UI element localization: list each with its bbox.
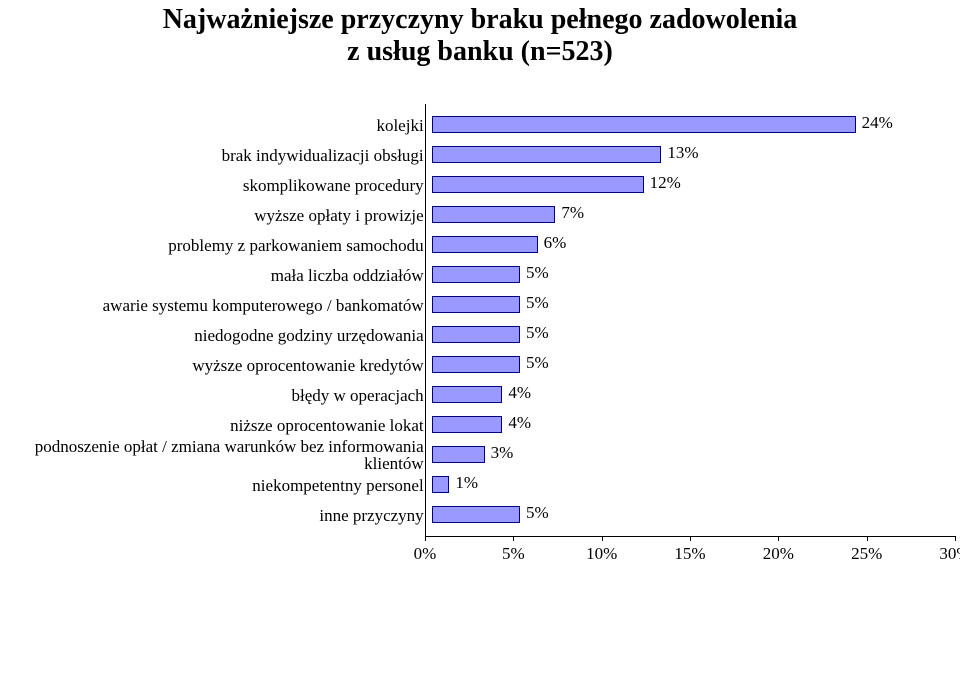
plot-area: 1% <box>432 470 960 500</box>
chart-row: niedogodne godziny urzędowania 5% <box>0 320 960 350</box>
bar <box>432 296 520 313</box>
value-label: 12% <box>650 174 681 191</box>
value-label: 4% <box>508 384 531 401</box>
value-label: 1% <box>455 474 478 491</box>
value-label: 5% <box>526 354 549 371</box>
x-tick <box>602 536 603 541</box>
x-tick-label: 25% <box>851 544 882 564</box>
bar <box>432 386 503 403</box>
chart-row: wyższe opłaty i prowizje 7% <box>0 200 960 230</box>
category-label: problemy z parkowaniem samochodu <box>0 237 432 254</box>
bar-chart: kolejki 24% brak indywidualizacji obsługi 1… <box>0 110 960 570</box>
bar <box>432 506 520 523</box>
x-tick <box>955 536 956 541</box>
plot-area: 24% <box>432 110 960 140</box>
category-label: skomplikowane procedury <box>0 177 432 194</box>
value-label: 5% <box>526 294 549 311</box>
bar <box>432 356 520 373</box>
category-label: kolejki <box>0 117 432 134</box>
value-label: 6% <box>544 234 567 251</box>
category-label: niekompetentny personel <box>0 477 432 494</box>
category-label: awarie systemu komputerowego / bankomató… <box>0 297 432 314</box>
chart-row: niższe oprocentowanie lokat 4% <box>0 410 960 440</box>
x-tick <box>513 536 514 541</box>
x-tick-label: 15% <box>674 544 705 564</box>
chart-row: mała liczba oddziałów 5% <box>0 260 960 290</box>
x-tick <box>778 536 779 541</box>
bar <box>432 476 450 493</box>
plot-area: 5% <box>432 320 960 350</box>
plot-area: 13% <box>432 140 960 170</box>
category-label: podnoszenie opłat / zmiana warunków bez … <box>0 438 432 472</box>
x-axis: 0% 5% 10% 15% 20% 25% 30% <box>0 530 960 570</box>
x-tick-label: 5% <box>502 544 525 564</box>
chart-title: Najważniejsze przyczyny braku pełnego za… <box>0 0 960 68</box>
chart-title-line1: Najważniejsze przyczyny braku pełnego za… <box>0 4 960 36</box>
category-label: niedogodne godziny urzędowania <box>0 327 432 344</box>
bar <box>432 326 520 343</box>
chart-row: podnoszenie opłat / zmiana warunków bez … <box>0 440 960 470</box>
chart-row: awarie systemu komputerowego / bankomató… <box>0 290 960 320</box>
plot-area: 5% <box>432 260 960 290</box>
value-label: 13% <box>667 144 698 161</box>
value-label: 4% <box>508 414 531 431</box>
plot-area: 3% <box>432 440 960 470</box>
chart-row: wyższe oprocentowanie kredytów 5% <box>0 350 960 380</box>
x-tick <box>690 536 691 541</box>
plot-area: 12% <box>432 170 960 200</box>
value-label: 5% <box>526 264 549 281</box>
chart-row: skomplikowane procedury 12% <box>0 170 960 200</box>
category-label: niższe oprocentowanie lokat <box>0 417 432 434</box>
value-label: 5% <box>526 504 549 521</box>
category-label: inne przyczyny <box>0 507 432 524</box>
bar <box>432 206 556 223</box>
category-label: brak indywidualizacji obsługi <box>0 147 432 164</box>
chart-row: kolejki 24% <box>0 110 960 140</box>
bar <box>432 266 520 283</box>
x-tick-label: 0% <box>414 544 437 564</box>
chart-row: brak indywidualizacji obsługi 13% <box>0 140 960 170</box>
category-label: mała liczba oddziałów <box>0 267 432 284</box>
chart-title-line2: z usług banku (n=523) <box>0 36 960 68</box>
chart-row: błędy w operacjach 4% <box>0 380 960 410</box>
chart-row: niekompetentny personel 1% <box>0 470 960 500</box>
category-label: wyższe opłaty i prowizje <box>0 207 432 224</box>
x-tick <box>425 536 426 541</box>
chart-row: inne przyczyny 5% <box>0 500 960 530</box>
category-label: wyższe oprocentowanie kredytów <box>0 357 432 374</box>
plot-area: 5% <box>432 350 960 380</box>
x-tick-label: 30% <box>939 544 960 564</box>
plot-area: 4% <box>432 380 960 410</box>
value-label: 7% <box>561 204 584 221</box>
x-tick-label: 10% <box>586 544 617 564</box>
plot-area: 5% <box>432 290 960 320</box>
x-tick <box>867 536 868 541</box>
bar <box>432 146 662 163</box>
value-label: 24% <box>862 114 893 131</box>
bar <box>432 416 503 433</box>
chart-row: problemy z parkowaniem samochodu 6% <box>0 230 960 260</box>
y-axis-line <box>425 104 426 536</box>
value-label: 3% <box>491 444 514 461</box>
plot-area: 5% <box>432 500 960 530</box>
plot-area: 4% <box>432 410 960 440</box>
plot-area: 6% <box>432 230 960 260</box>
bar <box>432 116 856 133</box>
category-label: błędy w operacjach <box>0 387 432 404</box>
value-label: 5% <box>526 324 549 341</box>
plot-area: 7% <box>432 200 960 230</box>
bar <box>432 446 485 463</box>
bar <box>432 236 538 253</box>
x-tick-label: 20% <box>763 544 794 564</box>
bar <box>432 176 644 193</box>
